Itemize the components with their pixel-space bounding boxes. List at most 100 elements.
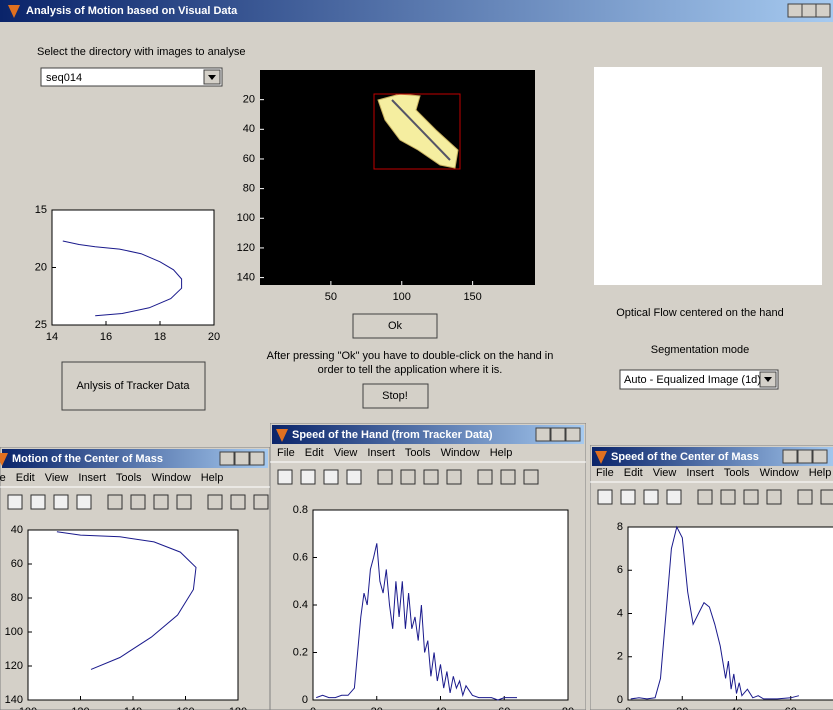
- y-tick-label: 120: [5, 660, 23, 672]
- directory-prompt: Select the directory with images to anal…: [37, 46, 246, 58]
- x-tick-label: 100: [393, 291, 411, 303]
- minimize[interactable]: [536, 428, 550, 441]
- toolbar-icon[interactable]: [644, 490, 658, 504]
- x-tick-label: 40: [730, 706, 742, 710]
- close[interactable]: [816, 4, 830, 17]
- directory-value: seq014: [46, 72, 82, 84]
- toolbar-icon[interactable]: [8, 495, 22, 509]
- menu-item[interactable]: Tools: [405, 447, 431, 459]
- menu-item[interactable]: Edit: [624, 467, 643, 479]
- stop-label: Stop!: [382, 390, 408, 402]
- y-tick-label: 140: [5, 694, 23, 706]
- figure-window: Speed of the Hand (from Tracker Data) Fil…: [270, 423, 586, 710]
- maximize[interactable]: [798, 450, 812, 463]
- optical-flow-label: Optical Flow centered on the hand: [616, 307, 784, 319]
- y-tick-label: 0.2: [293, 646, 308, 658]
- x-tick-label: 100: [19, 706, 37, 710]
- y-tick-label: 140: [237, 271, 255, 283]
- maximize[interactable]: [551, 428, 565, 441]
- x-tick-label: 18: [154, 331, 166, 343]
- y-tick-label: 15: [35, 204, 47, 216]
- menu-item[interactable]: Help: [809, 467, 832, 479]
- menu-item[interactable]: Window: [152, 472, 191, 484]
- segmentation-label: Segmentation mode: [651, 344, 749, 356]
- y-tick-label: 8: [617, 521, 623, 533]
- toolbar-icon[interactable]: [278, 470, 292, 484]
- window-title: Speed of the Hand (from Tracker Data): [292, 429, 493, 441]
- y-tick-label: 20: [35, 261, 47, 273]
- y-tick-label: 80: [243, 183, 255, 195]
- menu-item[interactable]: Insert: [78, 472, 106, 484]
- menu-item[interactable]: Help: [490, 447, 513, 459]
- y-tick-label: 0: [302, 694, 308, 706]
- menu-item[interactable]: Help: [201, 472, 224, 484]
- window-controls[interactable]: [788, 4, 830, 17]
- close[interactable]: [813, 450, 827, 463]
- menu-item[interactable]: Window: [760, 467, 799, 479]
- x-tick-label: 140: [124, 706, 142, 710]
- toolbar-icon[interactable]: [324, 470, 338, 484]
- close[interactable]: [250, 452, 264, 465]
- y-tick-label: 100: [237, 212, 255, 224]
- toolbar-icon[interactable]: [77, 495, 91, 509]
- y-tick-label: 40: [11, 524, 23, 536]
- menu-item[interactable]: Insert: [686, 467, 714, 479]
- x-tick-label: 20: [208, 331, 220, 343]
- toolbar-icon[interactable]: [598, 490, 612, 504]
- y-tick-label: 20: [243, 94, 255, 106]
- menu-item[interactable]: View: [45, 472, 69, 484]
- minimize[interactable]: [783, 450, 797, 463]
- y-tick-label: 60: [243, 153, 255, 165]
- x-tick-label: 80: [562, 706, 574, 710]
- menu-item[interactable]: Tools: [724, 467, 750, 479]
- optical-flow-panel: [594, 67, 822, 285]
- plot-area: [628, 527, 833, 700]
- x-tick-label: 60: [785, 706, 797, 710]
- menu-item[interactable]: File: [596, 467, 614, 479]
- toolbar-icon[interactable]: [54, 495, 68, 509]
- menu-item[interactable]: File: [277, 447, 295, 459]
- figure-window: Motion of the Center of MassFileEditView…: [0, 447, 270, 710]
- minimize[interactable]: [788, 4, 802, 17]
- menu-item[interactable]: Edit: [305, 447, 324, 459]
- x-tick-label: 0: [310, 706, 316, 710]
- menu-item[interactable]: Tools: [116, 472, 142, 484]
- plot-area: [52, 210, 214, 325]
- y-tick-label: 60: [11, 558, 23, 570]
- window-title: Analysis of Motion based on Visual Data: [26, 5, 238, 17]
- minimize[interactable]: [220, 452, 234, 465]
- toolbar-icon[interactable]: [667, 490, 681, 504]
- figure-window: Speed of the Center of Mass File Edit View I…: [590, 445, 833, 710]
- x-tick-label: 120: [71, 706, 89, 710]
- x-tick-label: 160: [176, 706, 194, 710]
- x-tick-label: 50: [325, 291, 337, 303]
- y-tick-label: 0.6: [293, 551, 308, 563]
- x-tick-label: 20: [676, 706, 688, 710]
- menu-item[interactable]: Edit: [16, 472, 35, 484]
- toolbar-icon[interactable]: [621, 490, 635, 504]
- menu-item[interactable]: Window: [441, 447, 480, 459]
- y-tick-label: 2: [617, 651, 623, 663]
- maximize[interactable]: [802, 4, 816, 17]
- toolbar-icon[interactable]: [347, 470, 361, 484]
- y-tick-label: 40: [243, 123, 255, 135]
- menu-item[interactable]: View: [653, 467, 677, 479]
- x-tick-label: 180: [229, 706, 247, 710]
- close[interactable]: [566, 428, 580, 441]
- y-tick-label: 4: [617, 607, 623, 619]
- x-tick-label: 60: [498, 706, 510, 710]
- tracker-label: Anlysis of Tracker Data: [76, 380, 190, 392]
- maximize[interactable]: [235, 452, 249, 465]
- plot-area: [28, 530, 238, 700]
- toolbar-icon[interactable]: [301, 470, 315, 484]
- window-title: Speed of the Center of Mass: [611, 451, 759, 463]
- y-tick-label: 120: [237, 242, 255, 254]
- plot-area: [313, 510, 568, 700]
- toolbar-icon[interactable]: [31, 495, 45, 509]
- x-tick-label: 40: [434, 706, 446, 710]
- menu-item[interactable]: File: [0, 472, 6, 484]
- menu-item[interactable]: View: [334, 447, 358, 459]
- x-tick-label: 20: [371, 706, 383, 710]
- x-tick-label: 16: [100, 331, 112, 343]
- menu-item[interactable]: Insert: [367, 447, 395, 459]
